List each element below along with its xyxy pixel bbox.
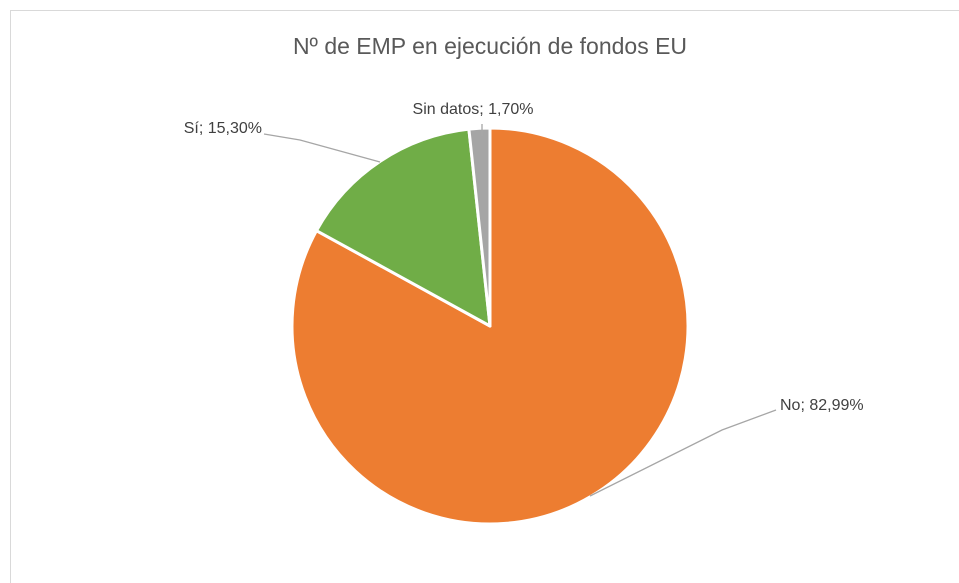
data-label: No; 82,99% xyxy=(780,397,864,414)
chart-title: Nº de EMP en ejecución de fondos EU xyxy=(293,33,687,59)
pie-slice xyxy=(467,126,492,328)
leader-line xyxy=(589,409,777,497)
data-label: Sin datos; 1,70% xyxy=(413,101,534,118)
leader-line xyxy=(263,133,381,163)
data-label: Sí; 15,30% xyxy=(184,120,262,137)
pie-slice xyxy=(314,127,492,328)
